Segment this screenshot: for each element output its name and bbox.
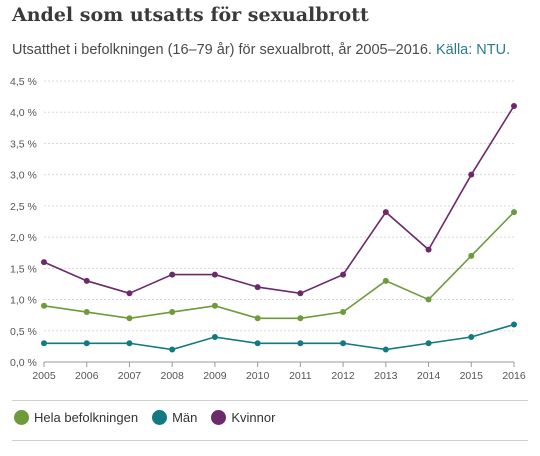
point-man-2005 bbox=[41, 340, 47, 347]
point-kvinnor-2007 bbox=[126, 290, 133, 297]
x-tick-label-9: 2014 bbox=[417, 370, 441, 382]
chart-subtitle: Utsatthet i befolkningen (16–79 år) för … bbox=[12, 42, 510, 58]
point-hela-2007 bbox=[126, 315, 133, 322]
x-tick-label-11: 2016 bbox=[502, 370, 526, 382]
point-kvinnor-2005 bbox=[41, 259, 47, 266]
point-kvinnor-2013 bbox=[382, 209, 389, 216]
point-man-2010 bbox=[254, 340, 261, 347]
legend-divider-bottom bbox=[12, 440, 528, 441]
legend-item-man[interactable]: Män bbox=[152, 410, 197, 425]
y-tick-label-0: 0,0 % bbox=[10, 357, 37, 369]
y-tick-label-7: 3,5 % bbox=[10, 138, 37, 150]
point-man-2014 bbox=[425, 340, 432, 347]
legend-label-kvinnor: Kvinnor bbox=[231, 410, 276, 425]
x-tick-label-6: 2011 bbox=[289, 370, 312, 382]
series-line-kvinnor bbox=[43, 105, 515, 295]
point-kvinnor-2006 bbox=[83, 277, 90, 284]
series-line-hela bbox=[43, 211, 515, 320]
legend-divider-top bbox=[12, 400, 528, 401]
x-tick-label-4: 2009 bbox=[203, 370, 227, 382]
point-man-2008 bbox=[169, 346, 176, 353]
point-hela-2008 bbox=[169, 309, 176, 316]
legend-label-hela: Hela befolkningen bbox=[34, 410, 139, 425]
y-tick-label-9: 4,5 % bbox=[10, 76, 37, 88]
legend-label-man: Män bbox=[172, 410, 198, 425]
point-hela-2013 bbox=[382, 277, 389, 284]
x-tick-label-2: 2007 bbox=[118, 370, 142, 382]
point-hela-2016 bbox=[511, 209, 517, 216]
point-kvinnor-2012 bbox=[340, 271, 347, 278]
x-tick-label-1: 2006 bbox=[75, 370, 99, 382]
x-tick-label-8: 2013 bbox=[374, 370, 398, 382]
x-tick-label-7: 2012 bbox=[331, 370, 355, 382]
series-line-man bbox=[44, 323, 515, 351]
x-tick-label-0: 2005 bbox=[32, 370, 56, 382]
point-hela-2014 bbox=[425, 296, 432, 303]
y-tick-label-8: 4,0 % bbox=[10, 107, 37, 119]
legend-swatch-kvinnor bbox=[211, 410, 227, 425]
y-tick-label-4: 2,0 % bbox=[10, 232, 37, 244]
point-kvinnor-2015 bbox=[468, 171, 475, 178]
point-man-2012 bbox=[340, 340, 347, 347]
point-hela-2006 bbox=[83, 309, 90, 316]
subtitle-text: Utsatthet i befolkningen (16–79 år) för … bbox=[12, 42, 432, 58]
point-kvinnor-2008 bbox=[169, 271, 176, 278]
point-kvinnor-2014 bbox=[425, 246, 432, 253]
point-man-2009 bbox=[211, 334, 218, 341]
point-kvinnor-2009 bbox=[211, 271, 218, 278]
point-kvinnor-2011 bbox=[297, 290, 304, 297]
x-tick-label-3: 2008 bbox=[161, 370, 185, 382]
legend-swatch-man bbox=[152, 410, 168, 425]
y-tick-label-6: 3,0 % bbox=[10, 170, 37, 182]
legend-item-hela[interactable]: Hela befolkningen bbox=[14, 410, 138, 425]
point-kvinnor-2016 bbox=[511, 102, 517, 109]
line-chart: 0,0 % 0,5 % 1,0 % 1,5 % 2,0 % 2,5 % 3,0 % 3,5 %… bbox=[10, 76, 526, 382]
point-hela-2011 bbox=[297, 315, 304, 322]
point-man-2013 bbox=[382, 346, 389, 353]
point-hela-2012 bbox=[340, 309, 347, 316]
chart-title: Andel som utsatts för sexualbrott bbox=[12, 4, 369, 26]
point-hela-2009 bbox=[211, 302, 218, 309]
point-hela-2015 bbox=[468, 252, 475, 259]
source-label: Källa: NTU. bbox=[436, 42, 511, 58]
point-man-2007 bbox=[126, 340, 133, 347]
point-man-2015 bbox=[468, 334, 475, 341]
y-tick-label-1: 0,5 % bbox=[10, 326, 37, 338]
legend-swatch-hela bbox=[14, 410, 29, 425]
legend-item-kvinnor[interactable]: Kvinnor bbox=[211, 410, 275, 425]
point-hela-2005 bbox=[41, 302, 47, 309]
chart-legend: Hela befolkningen Män Kvinnor bbox=[14, 410, 275, 425]
point-kvinnor-2010 bbox=[254, 284, 261, 291]
y-tick-label-3: 1,5 % bbox=[10, 263, 37, 275]
point-hela-2010 bbox=[254, 315, 261, 322]
point-man-2011 bbox=[297, 340, 304, 347]
x-tick-label-5: 2010 bbox=[246, 370, 270, 382]
y-tick-label-5: 2,5 % bbox=[10, 201, 37, 213]
point-man-2016 bbox=[511, 321, 517, 328]
point-man-2006 bbox=[83, 340, 90, 347]
x-tick-label-10: 2015 bbox=[460, 370, 484, 382]
y-tick-label-2: 1,0 % bbox=[10, 295, 37, 307]
